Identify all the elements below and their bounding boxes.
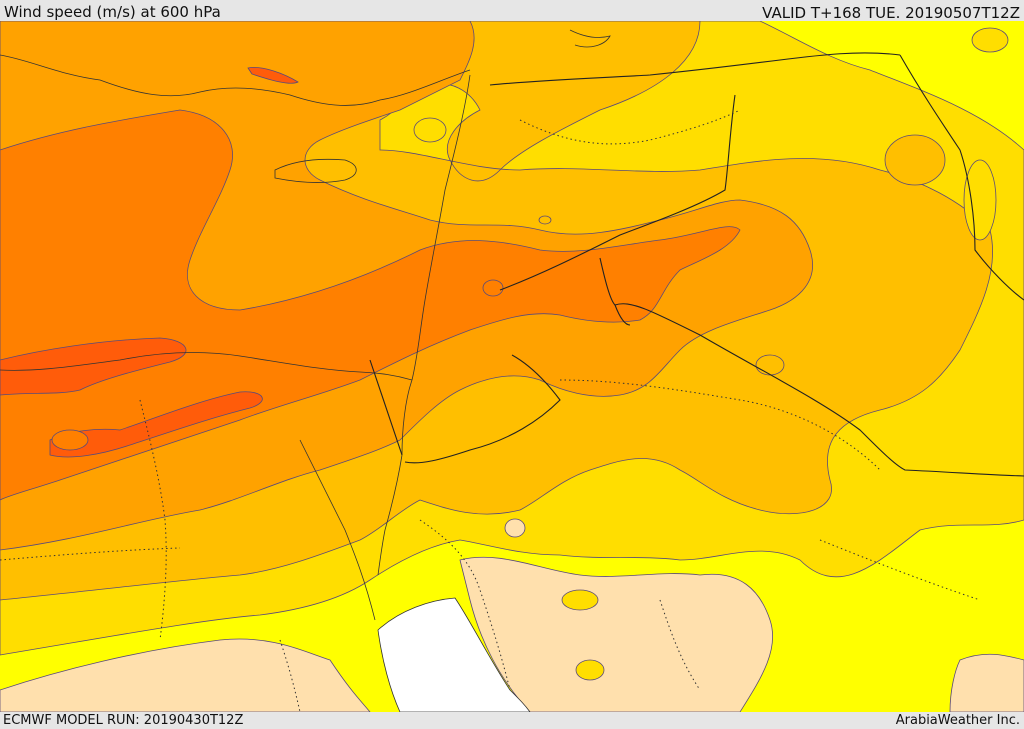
model-run-label: ECMWF MODEL RUN: 20190430T12Z (3, 713, 244, 728)
band-high (0, 109, 741, 501)
cell-9 (51, 429, 89, 451)
cell-5 (884, 134, 946, 186)
border-syria-iraq (499, 94, 736, 291)
band-highest-2 (49, 391, 263, 458)
cell-7 (561, 589, 599, 611)
map-footer: ECMWF MODEL RUN: 20190430T12Z ArabiaWeat… (0, 712, 1024, 729)
cell-6 (413, 117, 447, 143)
valid-time-label: VALID T+168 TUE. 20190507T12Z (762, 4, 1020, 22)
cell-4 (755, 354, 785, 376)
coastline-levant (401, 74, 471, 456)
boundary-dotted-2 (419, 519, 511, 691)
band-highest-3 (247, 67, 299, 84)
cell-8 (963, 159, 997, 241)
boundary-dotted-7 (819, 539, 981, 601)
cell-3 (504, 518, 526, 538)
boundary-dotted-4 (659, 599, 701, 691)
boundary-dotted-6 (0, 547, 181, 561)
boundary-dotted-1 (519, 109, 741, 145)
wind-speed-map (0, 21, 1024, 712)
credit-label: ArabiaWeather Inc. (895, 713, 1020, 728)
border-turkey-syria (489, 52, 901, 86)
band-lowest-arabia (459, 556, 774, 712)
band-highest (0, 337, 187, 396)
coastline-north-africa (0, 352, 413, 381)
band-lowest-egypt (0, 638, 371, 712)
border-jordan-saudi (404, 354, 561, 464)
map-header: Wind speed (m/s) at 600 hPa VALID T+168 … (0, 0, 1024, 22)
border-iraq-iran (899, 54, 1024, 301)
band-lowest-east (949, 653, 1024, 712)
coastline-gulf-suez (299, 439, 376, 621)
coastline-aqaba (377, 454, 403, 576)
boundary-dotted-5 (139, 399, 167, 641)
coastline-caspian (569, 29, 611, 48)
cell-10 (575, 659, 605, 681)
boundary-dotted-3 (559, 379, 881, 471)
coastline-turkey (0, 54, 471, 106)
cell-11 (971, 27, 1009, 53)
cell-1 (538, 215, 552, 225)
border-israel-egypt (369, 359, 403, 456)
coastline-cyprus (274, 158, 357, 183)
border-jordan-syria-ne (614, 304, 631, 326)
cell-2 (482, 279, 504, 297)
map-title: Wind speed (m/s) at 600 hPa (4, 3, 221, 21)
boundary-dotted-8 (279, 639, 301, 712)
